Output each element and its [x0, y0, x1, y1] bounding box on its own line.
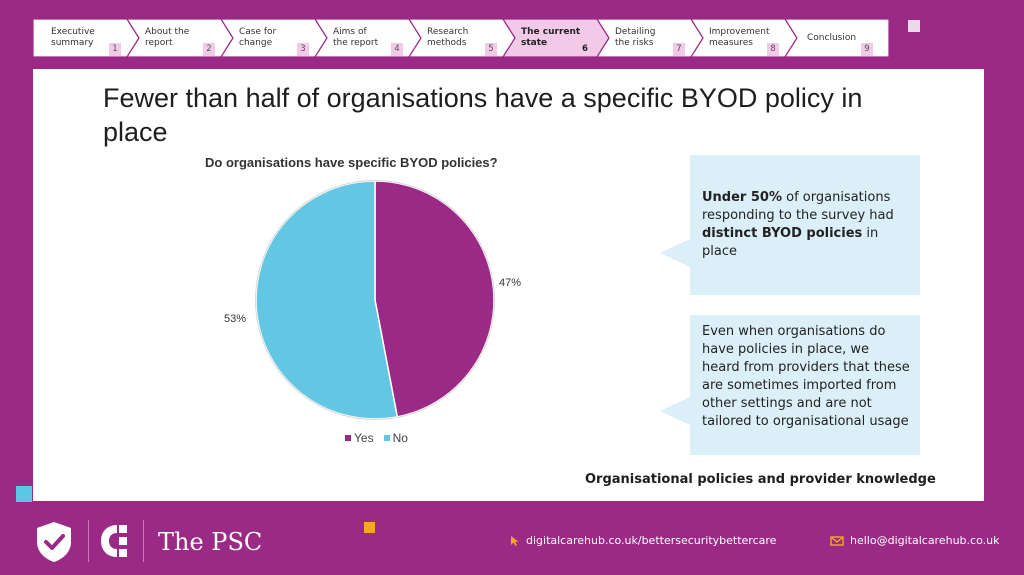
callout-pointer	[660, 397, 690, 425]
nav-item-label: Detailing the risks	[615, 27, 656, 48]
logo-divider	[143, 520, 144, 562]
callout-pointer	[660, 239, 690, 267]
nav-item-label: Conclusion	[807, 33, 857, 43]
callout-text-part1: of organisations responding to the surve…	[702, 190, 894, 223]
section-navigation: Executive summary 1 About the report 2 Case …	[33, 19, 889, 57]
nav-item-label: The current state	[521, 27, 581, 48]
logo-divider	[88, 520, 89, 562]
psc-brand: The PSC	[158, 528, 263, 556]
legend-label-no: No	[392, 431, 408, 445]
pie-chart	[255, 180, 495, 420]
callout-provider-feedback: Even when organisations do have policies…	[660, 315, 920, 455]
nav-chevron-6[interactable]	[502, 19, 610, 57]
nav-item-label: Improvement measures	[709, 27, 770, 48]
callout-provider-text: Even when organisations do have policies…	[702, 324, 910, 429]
section-footnote: Organisational policies and provider kno…	[585, 472, 936, 487]
decorative-square	[16, 486, 32, 502]
nav-item-number: 9	[861, 43, 873, 56]
nav-item-number: 8	[767, 43, 779, 56]
callout-text-part2: in place	[702, 226, 879, 259]
chart-title: Do organisations have specific BYOD poli…	[205, 155, 498, 170]
nav-item-1[interactable]: Executive summary 1	[33, 19, 127, 57]
pie-slice-no	[255, 180, 399, 420]
nav-item-5[interactable]: Research methods 5	[409, 19, 503, 57]
website-link[interactable]: digitalcarehub.co.uk/bettersecuritybette…	[510, 534, 776, 547]
nav-item-6[interactable]: The current state 6	[503, 19, 597, 57]
legend-label-yes: Yes	[354, 431, 374, 445]
nav-item-label: Case for change	[239, 27, 277, 48]
nav-item-number: 1	[109, 43, 121, 56]
cursor-icon	[511, 535, 519, 546]
nav-item-number: 6	[582, 44, 588, 54]
legend-swatch-no	[383, 435, 390, 441]
pie-outline	[255, 180, 495, 420]
nav-item-number: 5	[485, 43, 497, 56]
callout-survey-text: Under 50% of organisations responding to…	[702, 189, 910, 261]
slide-panel: Fewer than half of organisations have a …	[33, 69, 984, 501]
decorative-square	[364, 522, 375, 533]
nav-item-3[interactable]: Case for change 3	[221, 19, 315, 57]
nav-item-8[interactable]: Improvement measures 8	[691, 19, 785, 57]
legend-swatch-yes	[345, 435, 351, 441]
decorative-square	[908, 20, 920, 32]
nav-item-number: 7	[673, 43, 685, 56]
nav-item-9[interactable]: Conclusion 9	[785, 19, 879, 57]
nav-item-7[interactable]: Detailing the risks 7	[597, 19, 691, 57]
legend-item-no: No	[383, 431, 408, 445]
slide-title: Fewer than half of organisations have a …	[103, 83, 863, 147]
callout-bold-under-50: Under 50%	[702, 190, 782, 205]
digital-care-hub-logo	[101, 525, 127, 557]
chart-legend: Yes No	[345, 431, 408, 445]
nav-item-number: 4	[391, 43, 403, 56]
callout-bold-policies: distinct BYOD policies	[702, 226, 863, 241]
nav-item-label: Executive summary	[51, 27, 95, 48]
nav-item-label: Aims of the report	[333, 27, 379, 48]
nav-item-4[interactable]: Aims of the report 4	[315, 19, 409, 57]
legend-item-yes: Yes	[345, 431, 374, 445]
nav-item-number: 2	[203, 43, 215, 56]
envelope-icon	[830, 535, 844, 546]
website-url: digitalcarehub.co.uk/bettersecuritybette…	[526, 534, 777, 547]
email-link[interactable]: hello@digitalcarehub.co.uk	[830, 534, 999, 547]
pie-label-yes: 47%	[499, 277, 522, 289]
callout-survey-finding: Under 50% of organisations responding to…	[660, 155, 920, 295]
nav-item-label: Research methods	[427, 27, 469, 48]
pie-slice-yes	[374, 180, 495, 418]
email-address: hello@digitalcarehub.co.uk	[850, 534, 1000, 547]
pie-label-no: 53%	[224, 313, 247, 325]
nav-item-number: 3	[297, 43, 309, 56]
nav-item-label: About the report	[145, 27, 190, 48]
shield-check-icon	[37, 522, 71, 562]
nav-item-2[interactable]: About the report 2	[127, 19, 221, 57]
